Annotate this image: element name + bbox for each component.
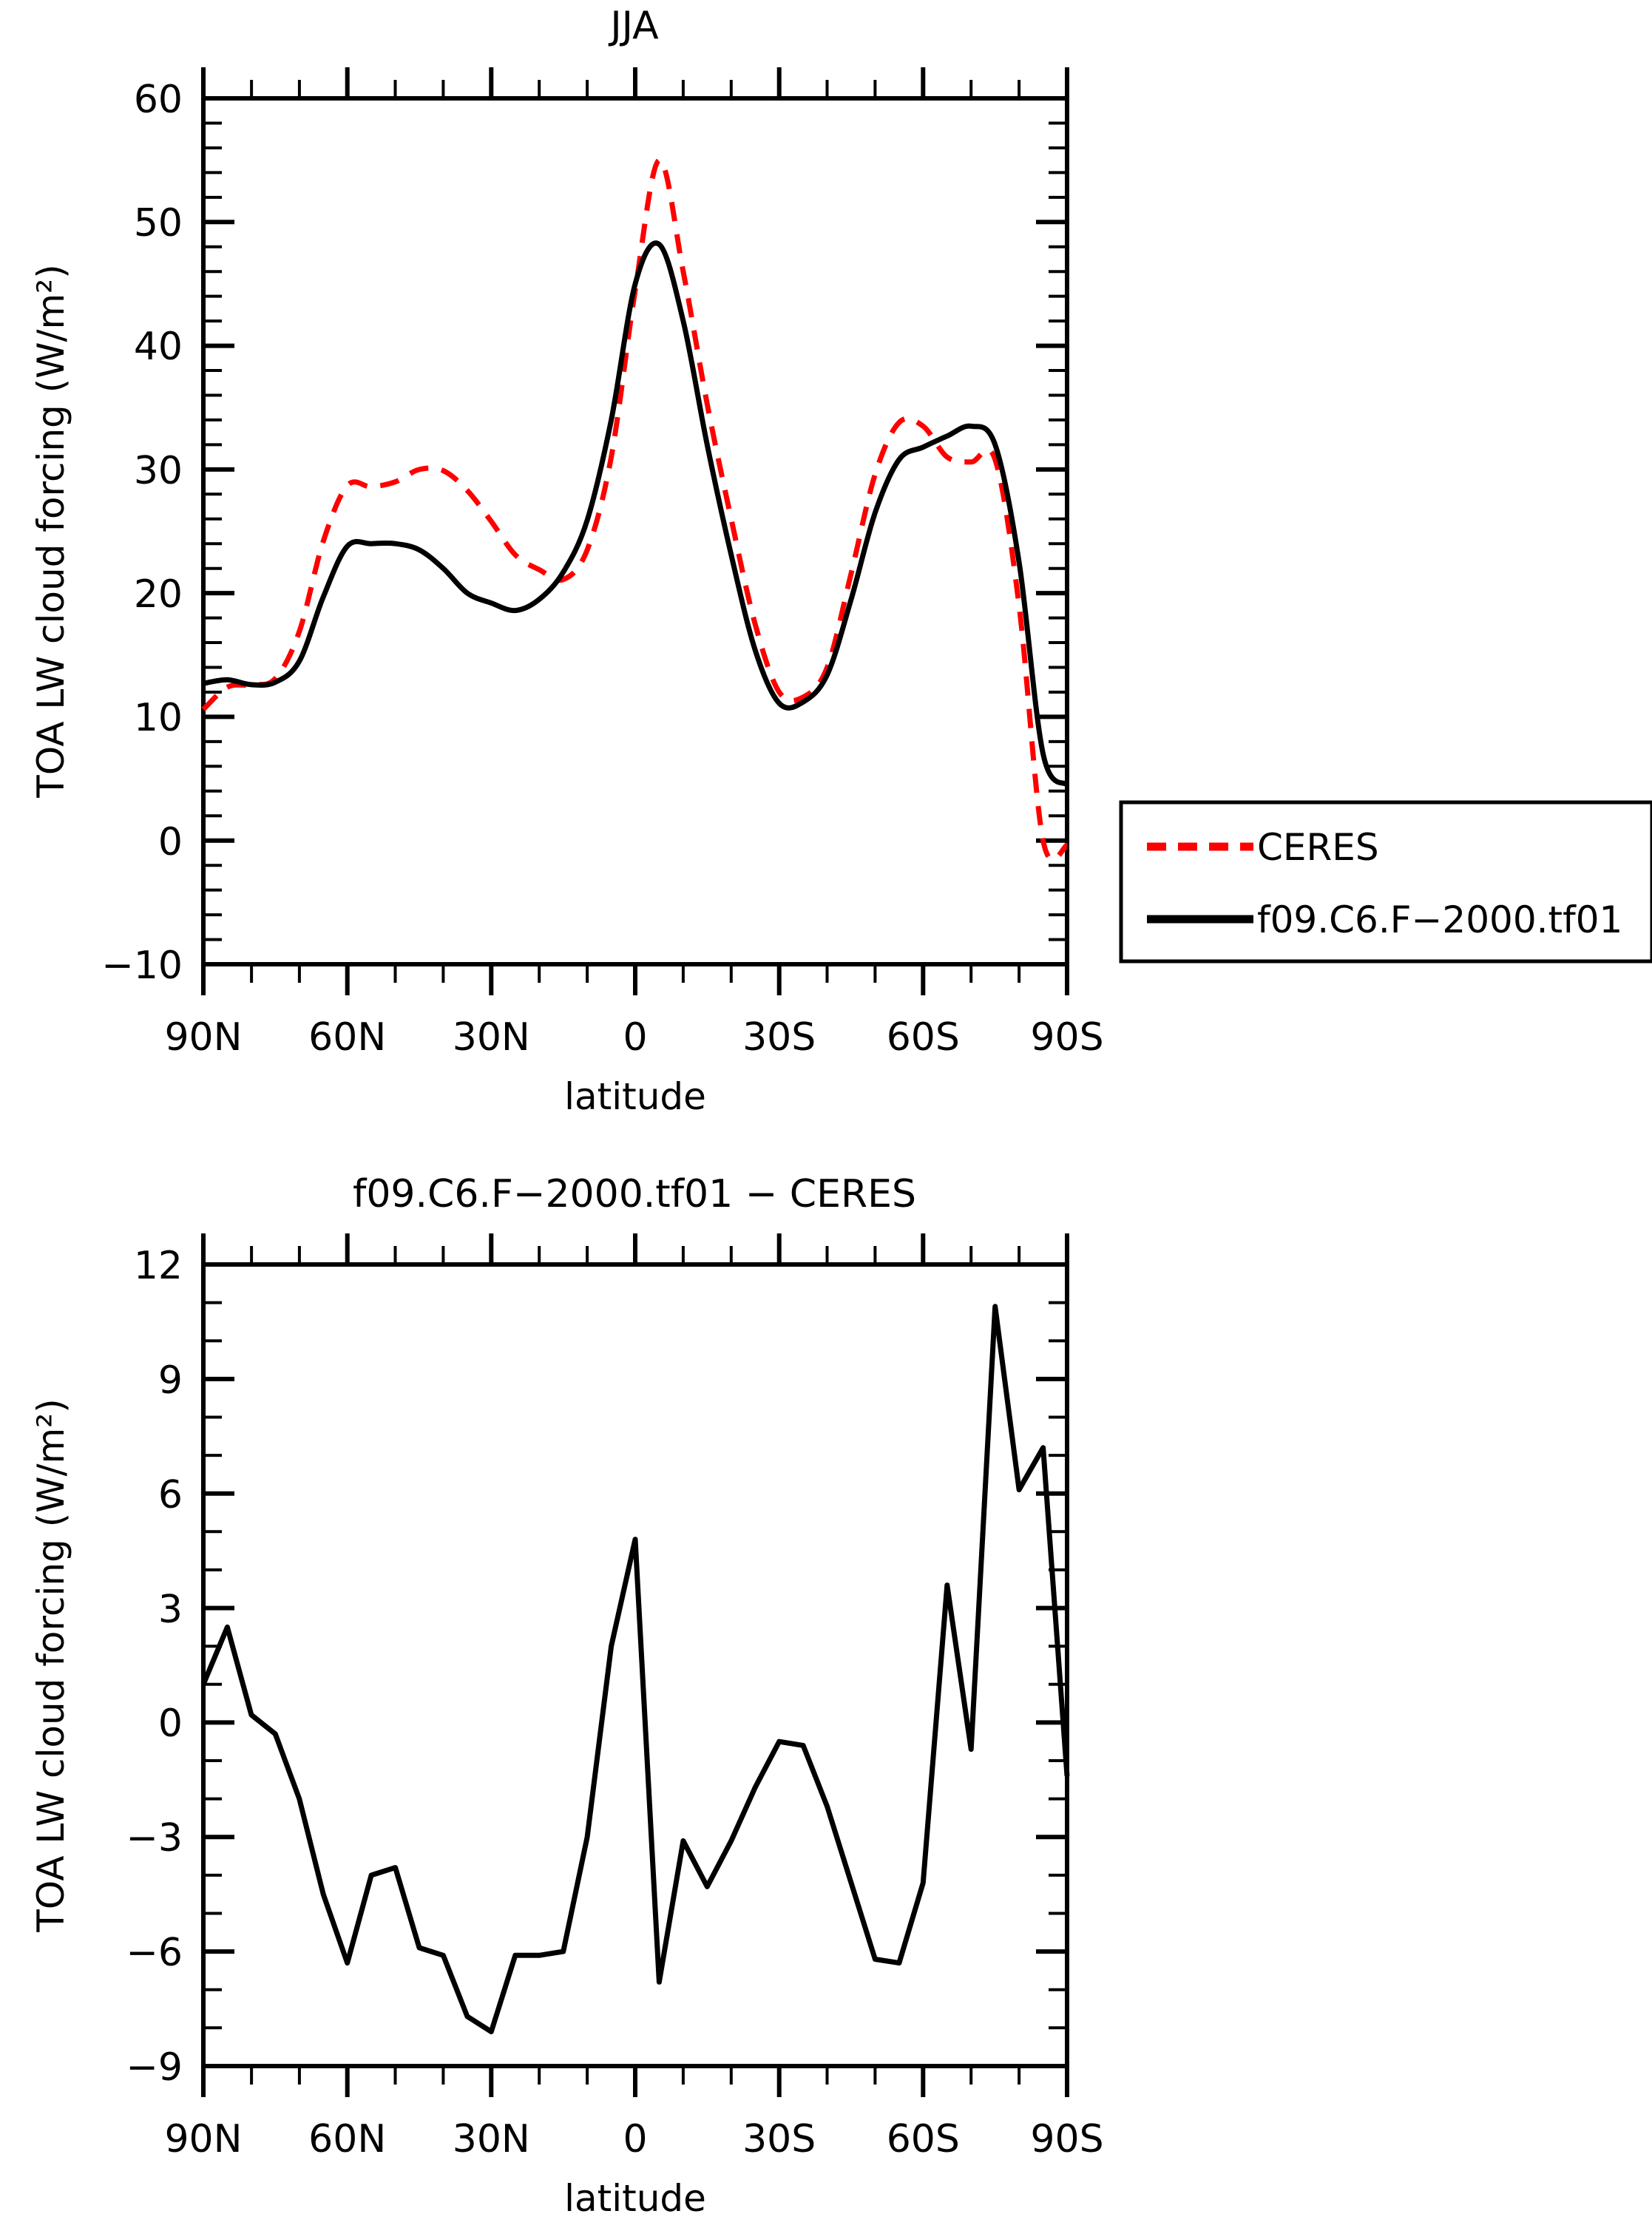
x-tick-label: 90S (1030, 2117, 1103, 2161)
y-tick-label: 12 (134, 1244, 183, 1288)
y-tick-label: 40 (134, 325, 183, 369)
x-tick-label: 0 (623, 1015, 647, 1060)
x-tick-label: 0 (623, 2117, 647, 2161)
series-group-top (201, 158, 1069, 862)
jja-line-chart: JJA (30, 4, 1652, 1118)
x-tick-label: 90N (164, 1015, 242, 1060)
y-tick-label: 10 (134, 696, 183, 740)
bottom-panel: f09.C6.F−2000.tf01 − CERES (0, 1139, 1652, 2228)
y-axis-label-top: TOA LW cloud forcing (W/m²) (30, 264, 72, 798)
y-tick-label: 30 (134, 449, 183, 493)
y-axis-top: 60 50 40 30 20 10 0 −10 (101, 78, 1067, 988)
x-axis-top: 90N 60N 30N 0 30S 60S 90S (164, 67, 1104, 1060)
x-tick-label: 60N (308, 2117, 386, 2161)
x-tick-label: 60S (887, 2117, 960, 2161)
x-tick-label: 30N (453, 1015, 530, 1060)
y-axis-bottom: 12 9 6 3 0 −3 −6 −9 (126, 1244, 1067, 2090)
y-tick-label: 3 (158, 1588, 183, 1632)
y-tick-label: 0 (158, 1702, 183, 1746)
series-line-difference (200, 1304, 1070, 2034)
y-tick-label: −6 (126, 1931, 183, 1975)
x-tick-label: 30N (453, 2117, 530, 2161)
y-tick-label: 20 (134, 572, 183, 617)
plot-frame-bottom (201, 1262, 1069, 2068)
series-line-ceres (201, 158, 1069, 862)
y-tick-label: −9 (126, 2045, 183, 2090)
x-axis-bottom: 90N 60N 30N 0 30S 60S 90S (164, 1233, 1104, 2161)
x-tick-label: 30S (742, 2117, 816, 2161)
legend-box (1119, 800, 1652, 964)
x-axis-label-bottom: latitude (564, 2177, 706, 2220)
panel-title-top: JJA (608, 4, 659, 48)
y-tick-label: 60 (134, 78, 183, 122)
x-tick-label: 60S (887, 1015, 960, 1060)
panel-title-bottom: f09.C6.F−2000.tf01 − CERES (353, 1172, 916, 1216)
series-line-model (203, 240, 1069, 788)
legend-top: CERES f09.C6.F−2000.tf01 (1119, 800, 1652, 964)
x-axis-label-top: latitude (564, 1075, 706, 1118)
x-tick-label: 60N (308, 1015, 386, 1060)
y-tick-label: −3 (126, 1816, 183, 1860)
x-tick-label: 30S (742, 1015, 816, 1060)
y-tick-label: 50 (134, 201, 183, 246)
x-tick-label: 90S (1030, 1015, 1103, 1060)
x-tick-label: 90N (164, 2117, 242, 2161)
legend-label-ceres: CERES (1257, 826, 1379, 869)
difference-line-chart: f09.C6.F−2000.tf01 − CERES (30, 1172, 1104, 2220)
plot-frame-top (201, 96, 1069, 966)
y-tick-label: −10 (101, 944, 183, 988)
y-tick-label: 6 (158, 1473, 183, 1517)
y-axis-label-bottom: TOA LW cloud forcing (W/m²) (30, 1398, 72, 1932)
y-tick-label: 9 (158, 1358, 183, 1403)
legend-label-model: f09.C6.F−2000.tf01 (1257, 898, 1622, 941)
y-tick-label: 0 (158, 820, 183, 864)
series-group-bottom (200, 1304, 1070, 2034)
top-panel: JJA (30, 4, 1652, 1118)
